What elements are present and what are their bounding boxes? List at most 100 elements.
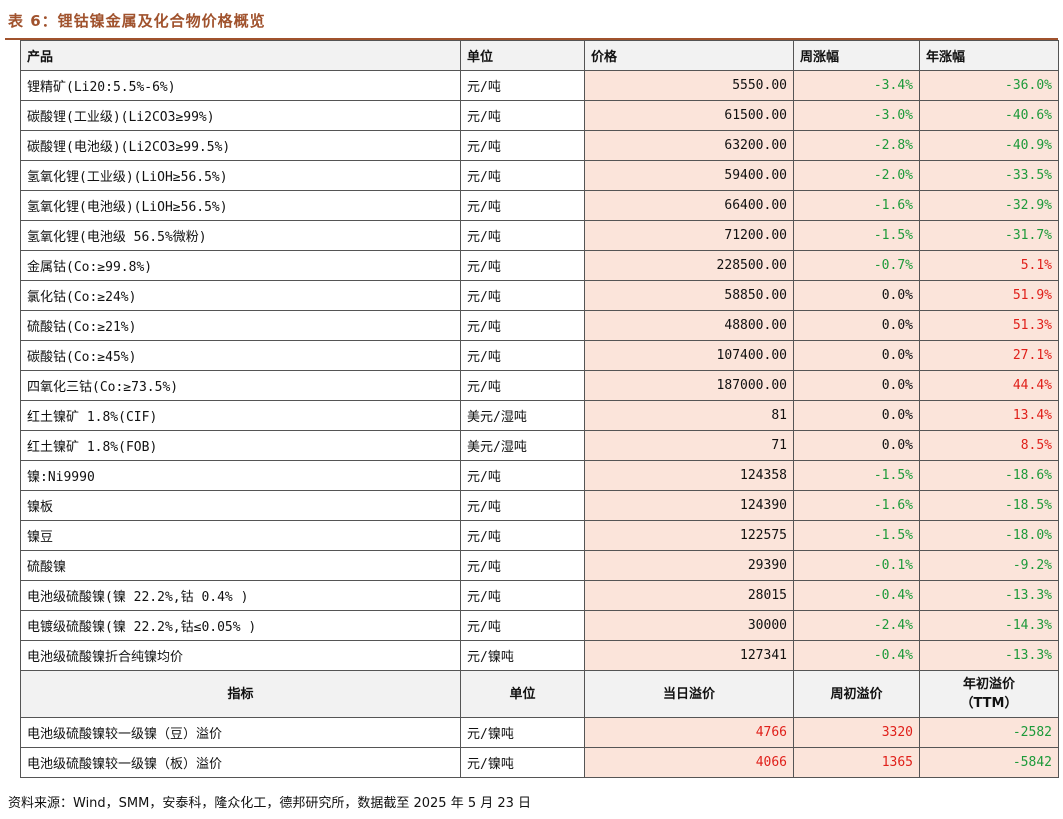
product-name-cell: 红土镍矿 1.8%(FOB)	[20, 430, 461, 461]
year-change-cell: -40.6%	[919, 100, 1059, 131]
unit-cell: 元/吨	[460, 250, 585, 281]
product-name-cell: 氯化钴(Co:≥24%)	[20, 280, 461, 311]
header-unit: 单位	[460, 40, 585, 71]
year-change-cell: -36.0%	[919, 70, 1059, 101]
table-row: 氢氧化锂(电池级 56.5%微粉) 元/吨 71200.00 -1.5% -31.7%	[20, 220, 1059, 251]
price-cell: 59400.00	[584, 160, 794, 191]
premium-header-row: 指标 单位 当日溢价 周初溢价 年初溢价 （TTM）	[20, 670, 1059, 718]
price-cell: 71	[584, 430, 794, 461]
table-row: 碳酸钴(Co:≥45%) 元/吨 107400.00 0.0% 27.1%	[20, 340, 1059, 371]
price-cell: 58850.00	[584, 280, 794, 311]
premium-name-cell: 电池级硫酸镍较一级镍（板）溢价	[20, 747, 461, 778]
price-cell: 28015	[584, 580, 794, 611]
year-change-cell: 51.3%	[919, 310, 1059, 341]
premium-name-cell: 电池级硫酸镍较一级镍（豆）溢价	[20, 717, 461, 748]
table-row: 硫酸镍 元/吨 29390 -0.1% -9.2%	[20, 550, 1059, 581]
title-rule	[5, 38, 1058, 40]
header-daily-premium: 当日溢价	[584, 670, 794, 718]
year-change-cell: 27.1%	[919, 340, 1059, 371]
header-indicator: 指标	[20, 670, 461, 718]
product-name-cell: 锂精矿(Li20:5.5%-6%)	[20, 70, 461, 101]
product-name-cell: 电镀级硫酸镍(镍 22.2%,钴≤0.05% )	[20, 610, 461, 641]
product-name-cell: 硫酸镍	[20, 550, 461, 581]
unit-cell: 元/吨	[460, 220, 585, 251]
unit-cell: 元/吨	[460, 310, 585, 341]
product-name-cell: 氢氧化锂(工业级)(LiOH≥56.5%)	[20, 160, 461, 191]
year-change-cell: -13.3%	[919, 580, 1059, 611]
daily-premium-cell: 4066	[584, 747, 794, 778]
week-change-cell: -1.6%	[793, 490, 920, 521]
price-cell: 124390	[584, 490, 794, 521]
header-ytd-line2: （TTM）	[960, 696, 1018, 711]
table-row: 碳酸锂(电池级)(Li2CO3≥99.5%) 元/吨 63200.00 -2.8% -4…	[20, 130, 1059, 161]
product-name-cell: 四氧化三钴(Co:≥73.5%)	[20, 370, 461, 401]
header-premium-unit: 单位	[460, 670, 585, 718]
price-cell: 48800.00	[584, 310, 794, 341]
unit-cell: 元/吨	[460, 490, 585, 521]
week-change-cell: 0.0%	[793, 370, 920, 401]
year-change-cell: -31.7%	[919, 220, 1059, 251]
year-change-cell: -18.6%	[919, 460, 1059, 491]
year-change-cell: -9.2%	[919, 550, 1059, 581]
week-change-cell: -1.5%	[793, 220, 920, 251]
week-change-cell: -0.4%	[793, 580, 920, 611]
week-change-cell: 0.0%	[793, 430, 920, 461]
product-name-cell: 电池级硫酸镍折合纯镍均价	[20, 640, 461, 671]
unit-cell: 元/吨	[460, 550, 585, 581]
source-note: 资料来源：Wind，SMM，安泰科，隆众化工，德邦研究所，数据截至 2025 年…	[8, 796, 532, 811]
year-change-cell: -18.5%	[919, 490, 1059, 521]
price-cell: 5550.00	[584, 70, 794, 101]
week-change-cell: 0.0%	[793, 340, 920, 371]
unit-cell: 元/吨	[460, 70, 585, 101]
product-name-cell: 电池级硫酸镍(镍 22.2%,钴 0.4% )	[20, 580, 461, 611]
ytd-premium-cell: -2582	[919, 717, 1059, 748]
unit-cell: 元/吨	[460, 340, 585, 371]
unit-cell: 元/吨	[460, 190, 585, 221]
unit-cell: 元/镍吨	[460, 640, 585, 671]
year-change-cell: -18.0%	[919, 520, 1059, 551]
week-change-cell: -2.0%	[793, 160, 920, 191]
week-change-cell: -3.0%	[793, 100, 920, 131]
unit-cell: 元/吨	[460, 520, 585, 551]
header-week-change: 周涨幅	[793, 40, 920, 71]
header-product: 产品	[20, 40, 461, 71]
unit-cell: 元/吨	[460, 610, 585, 641]
table-row: 镍板 元/吨 124390 -1.6% -18.5%	[20, 490, 1059, 521]
table-row: 氢氧化锂(工业级)(LiOH≥56.5%) 元/吨 59400.00 -2.0% -33…	[20, 160, 1059, 191]
table-row: 氯化钴(Co:≥24%) 元/吨 58850.00 0.0% 51.9%	[20, 280, 1059, 311]
weekly-premium-cell: 3320	[793, 717, 920, 748]
price-cell: 30000	[584, 610, 794, 641]
unit-cell: 元/吨	[460, 100, 585, 131]
header-ytd-line1: 年初溢价	[962, 677, 1015, 692]
table-row: 金属钴(Co:≥99.8%) 元/吨 228500.00 -0.7% 5.1%	[20, 250, 1059, 281]
week-change-cell: -2.8%	[793, 130, 920, 161]
price-cell: 228500.00	[584, 250, 794, 281]
week-change-cell: 0.0%	[793, 400, 920, 431]
unit-cell: 元/吨	[460, 280, 585, 311]
week-change-cell: -0.7%	[793, 250, 920, 281]
daily-premium-cell: 4766	[584, 717, 794, 748]
table-row: 镍豆 元/吨 122575 -1.5% -18.0%	[20, 520, 1059, 551]
price-cell: 29390	[584, 550, 794, 581]
product-name-cell: 氢氧化锂(电池级)(LiOH≥56.5%)	[20, 190, 461, 221]
year-change-cell: 44.4%	[919, 370, 1059, 401]
price-cell: 81	[584, 400, 794, 431]
unit-cell: 元/吨	[460, 580, 585, 611]
unit-cell: 元/吨	[460, 130, 585, 161]
price-cell: 107400.00	[584, 340, 794, 371]
product-name-cell: 硫酸钴(Co:≥21%)	[20, 310, 461, 341]
table-row: 碳酸锂(工业级)(Li2CO3≥99%) 元/吨 61500.00 -3.0% -40.…	[20, 100, 1059, 131]
table-row: 硫酸钴(Co:≥21%) 元/吨 48800.00 0.0% 51.3%	[20, 310, 1059, 341]
week-change-cell: 0.0%	[793, 310, 920, 341]
product-name-cell: 镍:Ni9990	[20, 460, 461, 491]
table-row: 镍:Ni9990 元/吨 124358 -1.5% -18.6%	[20, 460, 1059, 491]
year-change-cell: -33.5%	[919, 160, 1059, 191]
price-cell: 63200.00	[584, 130, 794, 161]
price-cell: 124358	[584, 460, 794, 491]
table-row: 电池级硫酸镍(镍 22.2%,钴 0.4% ) 元/吨 28015 -0.4% -13.…	[20, 580, 1059, 611]
week-change-cell: -1.6%	[793, 190, 920, 221]
week-change-cell: -3.4%	[793, 70, 920, 101]
product-name-cell: 金属钴(Co:≥99.8%)	[20, 250, 461, 281]
week-change-cell: -0.4%	[793, 640, 920, 671]
unit-cell: 元/吨	[460, 160, 585, 191]
